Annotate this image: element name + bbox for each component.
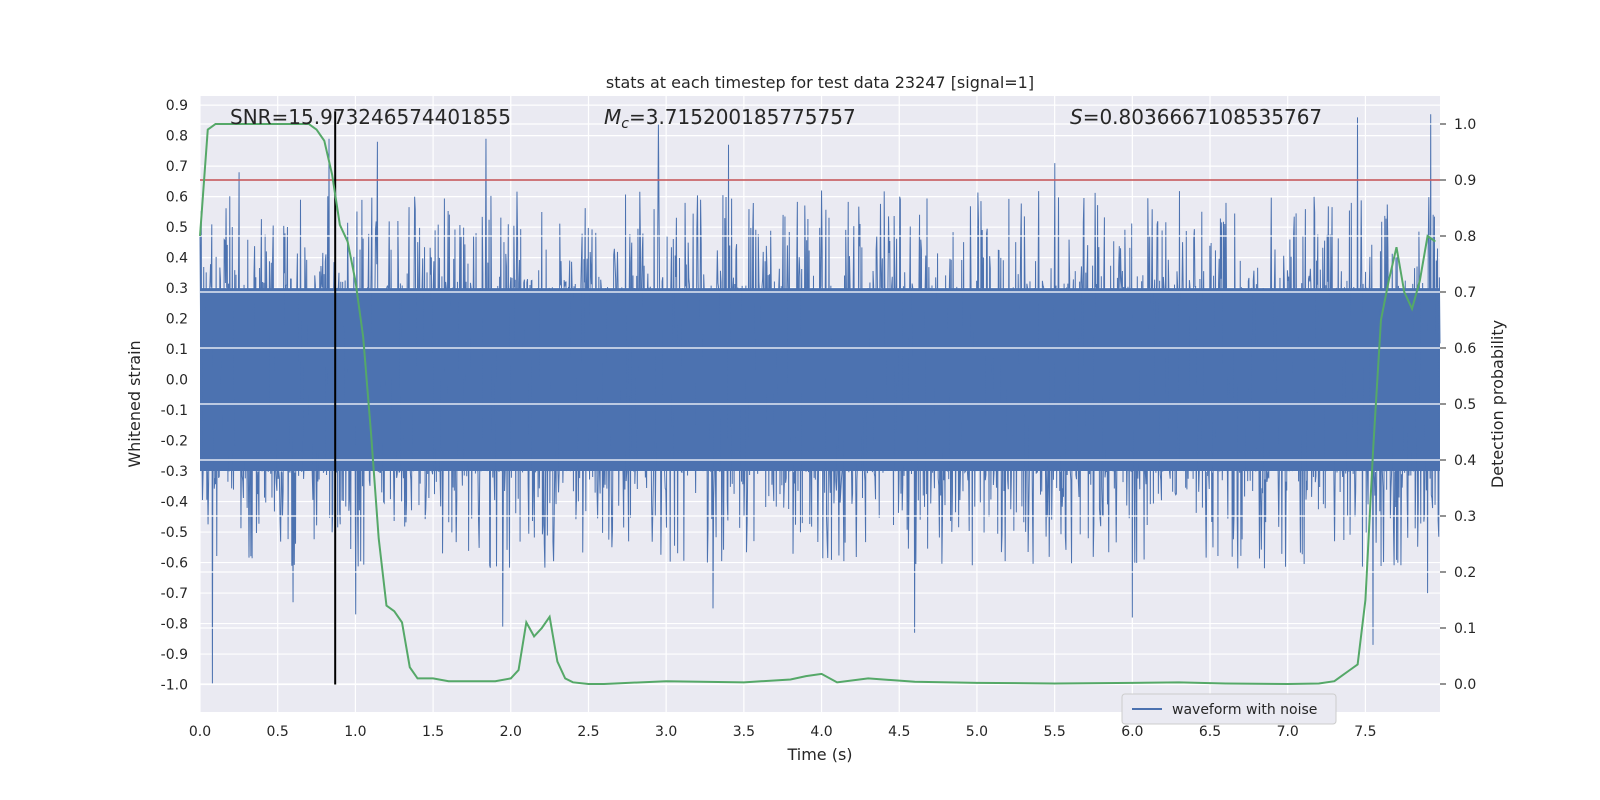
x-tick-label: 6.0 bbox=[1121, 724, 1143, 740]
chirp-mass-symbol: M bbox=[604, 105, 621, 129]
y-tick-label: -0.7 bbox=[161, 586, 188, 602]
x-tick-label: 1.5 bbox=[422, 724, 444, 740]
y-tick-label: -0.1 bbox=[161, 403, 188, 419]
waveform-series bbox=[199, 114, 1441, 685]
y-axis-label: Whitened strain bbox=[125, 340, 144, 467]
x-tick-label: 3.0 bbox=[655, 724, 677, 740]
y2-tick-label: 0.1 bbox=[1454, 621, 1476, 637]
y-tick-label: 0.4 bbox=[166, 251, 188, 267]
y-tick-label: 0.7 bbox=[166, 159, 188, 175]
snr-annotation: SNR=15.973246574401855 bbox=[230, 105, 511, 129]
x-tick-label: 0.5 bbox=[267, 724, 289, 740]
x-tick-label: 1.0 bbox=[344, 724, 366, 740]
x-tick-label: 2.0 bbox=[500, 724, 522, 740]
y-tick-label: 0.9 bbox=[166, 98, 188, 114]
y2-tick-labels: 1.0 0.9 0.8 0.7 0.6 0.5 0.4 0.3 0.2 0.1 0.0 bbox=[1440, 117, 1476, 693]
x-tick-label: 7.0 bbox=[1277, 724, 1299, 740]
x-tick-label: 7.5 bbox=[1354, 724, 1376, 740]
y-tick-label: -0.6 bbox=[161, 556, 188, 572]
y-tick-label: 0.1 bbox=[166, 342, 188, 358]
y2-tick-label: 0.4 bbox=[1454, 453, 1476, 469]
x-tick-label: 5.0 bbox=[966, 724, 988, 740]
x-tick-label: 4.5 bbox=[888, 724, 910, 740]
y-tick-label: -0.4 bbox=[161, 495, 188, 511]
y2-tick-label: 0.2 bbox=[1454, 565, 1476, 581]
score-symbol: S bbox=[1070, 105, 1083, 129]
y-tick-label: 0.6 bbox=[166, 190, 188, 206]
y-tick-label: -0.3 bbox=[161, 464, 188, 480]
chirp-mass-value: =3.715200185775757 bbox=[629, 105, 856, 129]
y2-tick-label: 1.0 bbox=[1454, 117, 1476, 133]
y2-axis-label: Detection probability bbox=[1488, 320, 1507, 488]
x-tick-label: 0.0 bbox=[189, 724, 211, 740]
x-tick-label: 4.0 bbox=[810, 724, 832, 740]
x-tick-label: 3.5 bbox=[733, 724, 755, 740]
y2-tick-label: 0.6 bbox=[1454, 341, 1476, 357]
y-tick-label: 0.2 bbox=[166, 312, 188, 328]
y-tick-label: -0.5 bbox=[161, 525, 188, 541]
y2-tick-label: 0.9 bbox=[1454, 173, 1476, 189]
y-tick-label: 0.3 bbox=[166, 281, 188, 297]
x-tick-label: 6.5 bbox=[1199, 724, 1221, 740]
y-tick-label: -0.8 bbox=[161, 617, 188, 633]
y2-tick-label: 0.8 bbox=[1454, 229, 1476, 245]
y-tick-label: 0.5 bbox=[166, 220, 188, 236]
x-tick-label: 2.5 bbox=[577, 724, 599, 740]
y-tick-label: 0.8 bbox=[166, 129, 188, 145]
y-tick-label: -0.2 bbox=[161, 434, 188, 450]
score-value: =0.8036667108535767 bbox=[1083, 105, 1322, 129]
waveform-line bbox=[199, 114, 1441, 685]
y2-tick-label: 0.0 bbox=[1454, 677, 1476, 693]
x-tick-labels: 0.0 0.5 1.0 1.5 2.0 2.5 3.0 3.5 4.0 4.5 5.0 5.5 6.0 6… bbox=[189, 724, 1377, 740]
legend-box bbox=[1121, 693, 1337, 725]
y2-tick-label: 0.7 bbox=[1454, 285, 1476, 301]
legend: waveform with noise bbox=[1121, 693, 1337, 725]
chirp-mass-annotation: Mc=3.715200185775757 bbox=[604, 105, 856, 132]
y-tick-label: -1.0 bbox=[161, 678, 188, 694]
y2-tick-label: 0.5 bbox=[1454, 397, 1476, 413]
y-tick-labels: 0.9 0.8 0.7 0.6 0.5 0.4 0.3 0.2 0.1 0.0 -0.1 -0.2 -0… bbox=[161, 98, 188, 693]
y-tick-label: 0.0 bbox=[166, 373, 188, 389]
y2-tick-label: 0.3 bbox=[1454, 509, 1476, 525]
legend-label: waveform with noise bbox=[1172, 702, 1317, 718]
detection-probability-series bbox=[199, 123, 1436, 686]
x-axis-label: Time (s) bbox=[786, 745, 852, 764]
y-tick-label: -0.9 bbox=[161, 647, 188, 663]
x-tick-label: 5.5 bbox=[1044, 724, 1066, 740]
chart-title: stats at each timestep for test data 232… bbox=[606, 73, 1034, 92]
score-annotation: S=0.8036667108535767 bbox=[1070, 105, 1322, 129]
chirp-mass-subscript: c bbox=[621, 116, 629, 132]
